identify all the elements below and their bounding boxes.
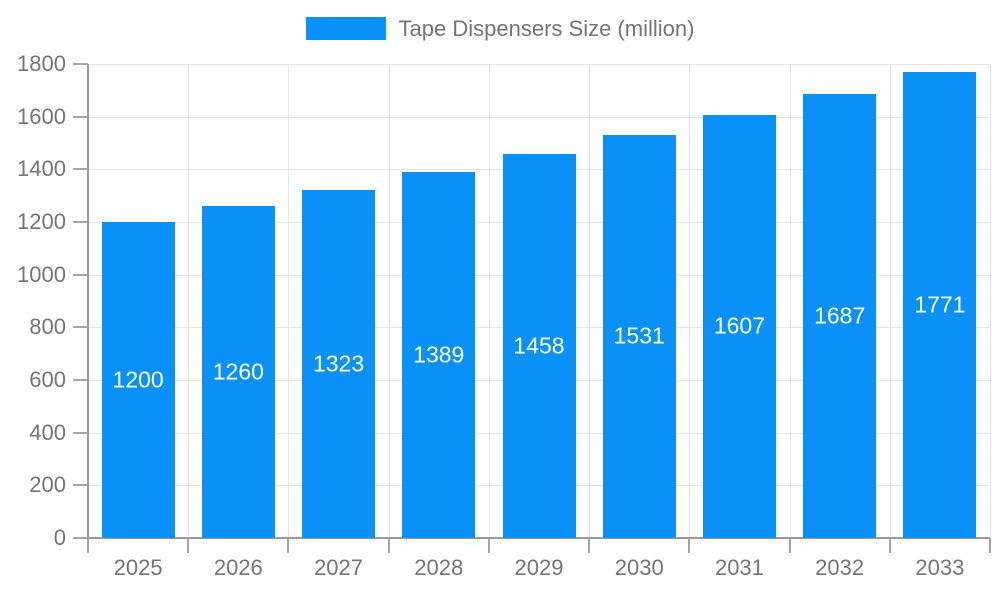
y-axis-tick — [73, 484, 88, 487]
y-axis-tick-label: 1400 — [17, 156, 66, 182]
x-axis-tick-label: 2032 — [815, 555, 865, 580]
x-axis-tick — [688, 538, 691, 553]
x-axis-tick — [87, 538, 89, 553]
bar-value-label: 1323 — [312, 350, 365, 377]
h-gridline — [88, 116, 990, 118]
y-axis-tick — [73, 326, 88, 329]
legend-item[interactable]: Tape Dispensers Size (million) — [305, 15, 695, 41]
x-axis-tick-label: 2028 — [414, 555, 464, 580]
bar[interactable] — [302, 189, 376, 538]
x-axis-tick-label: 2029 — [514, 555, 564, 580]
v-gridline — [388, 64, 390, 538]
x-axis-tick — [588, 538, 591, 553]
legend-label: Tape Dispensers Size (million) — [398, 15, 695, 41]
bar[interactable] — [602, 134, 676, 538]
bar[interactable] — [803, 93, 877, 538]
v-gridline — [589, 64, 591, 538]
h-gridline — [88, 64, 990, 65]
bar-value-label: 1687 — [814, 302, 866, 329]
y-axis-line — [87, 64, 89, 538]
x-axis-tick — [788, 538, 791, 553]
y-axis-tick — [73, 379, 88, 381]
v-gridline — [789, 64, 791, 538]
bar[interactable] — [502, 154, 576, 538]
y-axis-tick — [73, 115, 88, 118]
bar-value-label: 1389 — [413, 341, 465, 368]
bar-value-label: 1531 — [613, 322, 665, 349]
v-gridline — [689, 64, 691, 538]
x-axis-tick — [487, 538, 490, 553]
y-axis-tick — [73, 537, 88, 539]
bar[interactable] — [201, 206, 275, 538]
y-axis-tick-label: 1200 — [17, 209, 66, 234]
x-axis-tick-label: 2033 — [915, 555, 965, 580]
y-axis-tick — [73, 431, 88, 434]
y-axis-tick-label: 800 — [29, 314, 66, 340]
y-axis-tick — [73, 63, 88, 65]
y-axis-tick — [73, 221, 88, 223]
y-axis-tick-label: 1000 — [17, 261, 66, 287]
bar-value-label: 1607 — [713, 312, 766, 339]
bar[interactable] — [903, 71, 977, 538]
legend: Tape Dispensers Size (million) — [0, 17, 1000, 40]
y-axis-tick-label: 1600 — [17, 103, 66, 129]
bar[interactable] — [402, 172, 476, 538]
x-axis-line — [87, 537, 990, 539]
bar[interactable] — [101, 222, 175, 538]
y-axis-tick-label: 0 — [53, 525, 66, 550]
y-axis-tick — [73, 168, 88, 171]
bar[interactable] — [702, 114, 776, 538]
bar-value-label: 1771 — [914, 291, 966, 318]
x-axis-tick — [187, 538, 190, 553]
y-axis-tick — [73, 273, 88, 276]
x-axis-tick — [888, 538, 891, 553]
x-axis-tick — [387, 538, 390, 553]
v-gridline — [288, 64, 290, 538]
x-axis-tick-label: 2026 — [213, 555, 263, 580]
v-gridline — [990, 64, 991, 538]
y-axis-tick-label: 200 — [29, 472, 66, 498]
legend-swatch-icon — [305, 17, 386, 40]
y-axis-tick-label: 400 — [29, 419, 66, 445]
v-gridline — [488, 64, 490, 538]
bar-value-label: 1260 — [212, 358, 264, 385]
x-axis-tick — [287, 538, 290, 553]
v-gridline — [188, 64, 190, 538]
x-axis-tick — [989, 538, 991, 553]
x-axis-tick-label: 2031 — [714, 555, 764, 580]
x-axis-tick-label: 2025 — [113, 555, 163, 580]
y-axis-tick-label: 600 — [29, 367, 66, 392]
x-axis-tick-label: 2027 — [314, 555, 364, 580]
y-axis-tick-label: 1800 — [17, 51, 66, 76]
bar-value-label: 1458 — [513, 332, 565, 359]
v-gridline — [889, 64, 891, 538]
bar-value-label: 1200 — [112, 366, 164, 393]
x-axis-tick-label: 2030 — [614, 555, 664, 580]
